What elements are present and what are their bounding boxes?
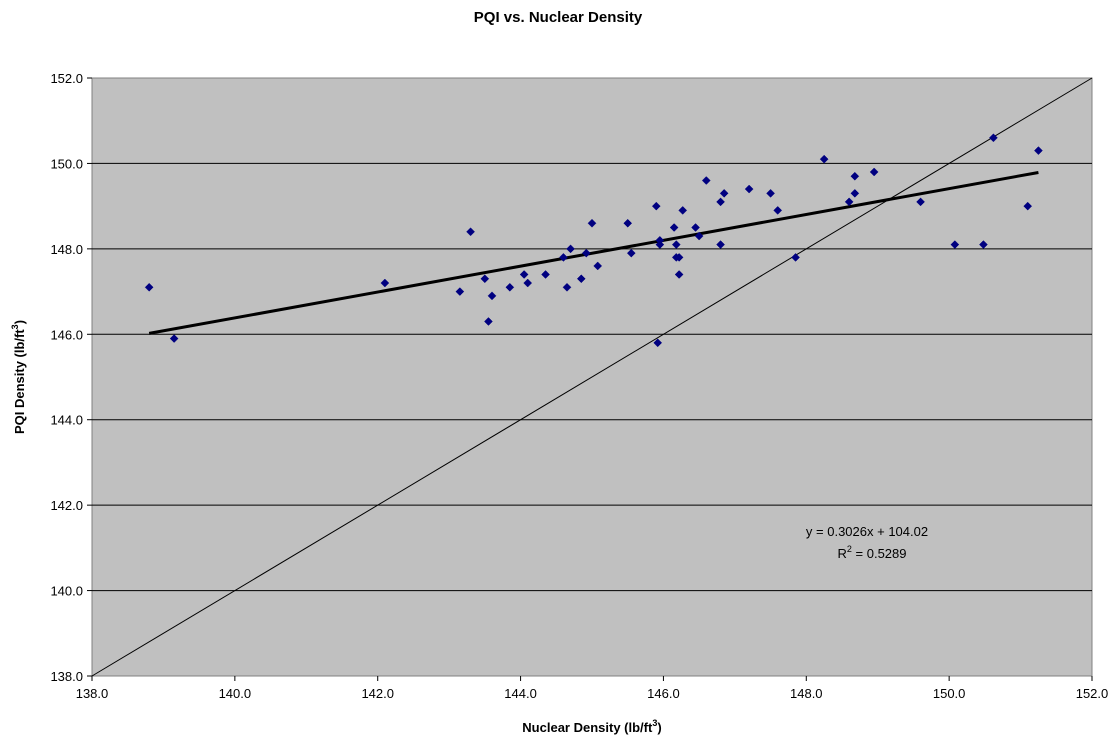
data-points: [144, 133, 1043, 348]
trendline: [148, 170, 1039, 335]
y-tick-label: 152.0: [50, 71, 83, 86]
data-point: [691, 223, 700, 232]
data-point: [576, 274, 586, 284]
data-point: [169, 334, 179, 343]
data-point: [678, 206, 688, 215]
r-squared-prefix: R: [838, 546, 847, 561]
data-point: [655, 235, 665, 245]
data-point: [562, 282, 572, 292]
reference-line-group: [91, 77, 1093, 677]
x-tick-label: 146.0: [647, 686, 680, 701]
data-point: [979, 240, 988, 249]
y-tick-label: 148.0: [50, 242, 83, 257]
data-point: [559, 253, 568, 262]
data-point: [716, 240, 725, 249]
data-point: [701, 176, 711, 185]
data-point: [144, 282, 154, 292]
data-point: [487, 291, 497, 301]
x-tick-label: 138.0: [76, 686, 109, 701]
y-tick-label: 138.0: [50, 669, 83, 684]
x-axis-label-sup: 3: [652, 718, 657, 728]
data-point: [593, 261, 603, 271]
y-tick-label: 140.0: [50, 584, 83, 599]
x-tick-label: 148.0: [790, 686, 823, 701]
y-tick-label: 144.0: [50, 413, 83, 428]
data-point: [766, 188, 775, 198]
y-axis-label-sup: 3: [10, 324, 20, 329]
y-tick-label: 146.0: [50, 327, 83, 342]
x-tick-label: 144.0: [504, 686, 537, 701]
equation-label: y = 0.3026x + 104.02: [806, 524, 928, 539]
data-point: [850, 171, 860, 181]
reference-line: [91, 77, 1093, 677]
x-tick-label: 150.0: [933, 686, 966, 701]
data-point: [519, 270, 529, 279]
data-point: [669, 223, 679, 232]
trendline-group: [148, 170, 1039, 335]
data-point: [523, 278, 533, 288]
y-tick-label: 150.0: [50, 156, 83, 171]
data-point: [716, 197, 725, 207]
x-tick-label: 142.0: [361, 686, 394, 701]
data-point: [626, 248, 636, 258]
data-point: [466, 227, 475, 237]
data-point: [623, 218, 633, 228]
data-point: [819, 154, 829, 164]
data-point: [505, 282, 515, 292]
data-point: [651, 201, 661, 211]
data-point: [581, 248, 591, 258]
data-point: [744, 184, 754, 194]
chart-title: PQI vs. Nuclear Density: [474, 9, 643, 26]
data-point: [455, 287, 465, 296]
data-point: [1023, 201, 1033, 211]
data-point: [694, 231, 704, 241]
x-tick-label: 140.0: [219, 686, 252, 701]
data-point: [541, 270, 550, 279]
y-axis-label: PQI Density (lb/ft3): [10, 320, 27, 434]
data-point: [950, 240, 960, 249]
data-point: [653, 338, 663, 348]
x-axis-ticks: 138.0 140.0 142.0 144.0 146.0 148.0 150.0 152.0: [76, 676, 1109, 701]
gridlines: [92, 162, 1092, 592]
x-tick-label: 152.0: [1076, 686, 1109, 701]
data-point: [869, 167, 879, 177]
x-axis-label-end: ): [657, 720, 661, 735]
data-point: [674, 253, 684, 262]
data-point: [674, 270, 684, 279]
data-point: [844, 197, 854, 207]
data-point: [566, 244, 575, 254]
y-axis-ticks: 138.0 140.0 142.0 144.0 146.0 148.0 150.0 152.0: [50, 71, 92, 684]
r-squared-value: = 0.5289: [852, 546, 907, 561]
data-point: [480, 274, 490, 284]
data-point: [791, 253, 800, 262]
r-squared-label: R2 = 0.5289: [838, 544, 907, 561]
y-tick-label: 142.0: [50, 498, 83, 513]
data-point: [587, 218, 597, 228]
y-axis-label-end: ): [12, 320, 27, 324]
data-point: [671, 240, 681, 249]
x-axis-label-text: Nuclear Density (lb/ft: [522, 720, 653, 735]
data-point: [773, 206, 783, 215]
data-point: [850, 188, 860, 198]
data-point: [916, 197, 925, 207]
data-point: [719, 188, 729, 198]
r-squared-superscript: 2: [847, 544, 852, 554]
data-point: [989, 133, 998, 143]
x-axis-label: Nuclear Density (lb/ft3): [522, 718, 661, 735]
data-point: [484, 317, 493, 326]
data-point: [1034, 146, 1043, 155]
data-point: [380, 278, 390, 288]
y-axis-label-text: PQI Density (lb/ft: [12, 329, 27, 434]
